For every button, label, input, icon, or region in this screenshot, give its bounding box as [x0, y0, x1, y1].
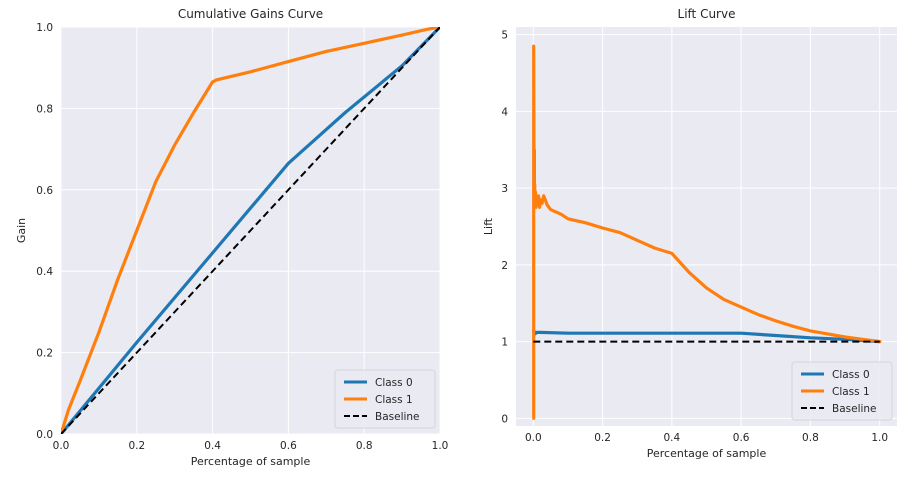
y-tick-label: 0.8: [36, 103, 53, 115]
x-tick-label: 0.6: [280, 440, 297, 452]
chart-title: Lift Curve: [678, 7, 736, 21]
plot-background: [516, 27, 897, 426]
legend-label: Class 1: [375, 394, 413, 406]
x-tick-label: 0.0: [525, 432, 542, 444]
y-tick-label: 1.0: [36, 22, 53, 34]
legend-label: Baseline: [832, 403, 877, 415]
chart-title: Cumulative Gains Curve: [178, 7, 323, 21]
legend-label: Class 0: [832, 369, 870, 381]
x-tick-label: 1.0: [871, 432, 888, 444]
x-tick-label: 0.4: [204, 440, 221, 452]
y-tick-label: 3: [501, 183, 508, 195]
x-tick-label: 0.2: [128, 440, 145, 452]
x-axis-label: Percentage of sample: [191, 455, 311, 468]
series-line-baseline: [61, 27, 440, 434]
x-tick-label: 0.8: [802, 432, 819, 444]
x-tick-label: 0.4: [664, 432, 681, 444]
y-tick-label: 0.2: [36, 348, 53, 360]
legend: Class 0 Class 1 Baseline: [334, 369, 436, 429]
legend-box: [334, 369, 436, 429]
y-tick-label: 0.4: [36, 266, 53, 278]
y-tick-label: 0.0: [36, 429, 53, 441]
chart-panel-0: 0.0 0.2 0.4 0.6 0.8 1.0 0.0 0.2 0.4 0.6 0.8 1.0 Cumu…: [15, 7, 448, 468]
y-tick-label: 5: [501, 30, 508, 42]
series-line-class-1: [532, 44, 882, 420]
series-line-class-0: [61, 27, 440, 434]
x-tick-label: 0.2: [594, 432, 611, 444]
x-tick-label: 0.6: [733, 432, 750, 444]
y-axis-label: Lift: [482, 217, 495, 235]
y-tick-label: 2: [501, 260, 508, 272]
x-tick-label: 0.8: [356, 440, 373, 452]
y-tick-label: 4: [501, 106, 508, 118]
series-line-class-1: [61, 27, 440, 434]
series-line-class-0: [532, 328, 882, 344]
legend-label: Class 1: [832, 386, 870, 398]
y-tick-label: 0: [501, 413, 508, 425]
x-axis-label: Percentage of sample: [647, 447, 767, 460]
y-tick-label: 1: [501, 337, 508, 349]
y-tick-label: 0.6: [36, 185, 53, 197]
series-group: [61, 27, 440, 434]
series-group: [532, 44, 882, 420]
legend-label: Baseline: [375, 411, 420, 423]
legend-box: [791, 361, 893, 421]
x-tick-label: 1.0: [432, 440, 449, 452]
chart-panel-1: 0.0 0.2 0.4 0.6 0.8 1.0 0 1 2 3 4 5 Lift Curve Percen…: [482, 7, 897, 460]
legend-label: Class 0: [375, 377, 413, 389]
y-axis-label: Gain: [15, 218, 28, 243]
legend: Class 0 Class 1 Baseline: [791, 361, 893, 421]
x-tick-label: 0.0: [53, 440, 70, 452]
